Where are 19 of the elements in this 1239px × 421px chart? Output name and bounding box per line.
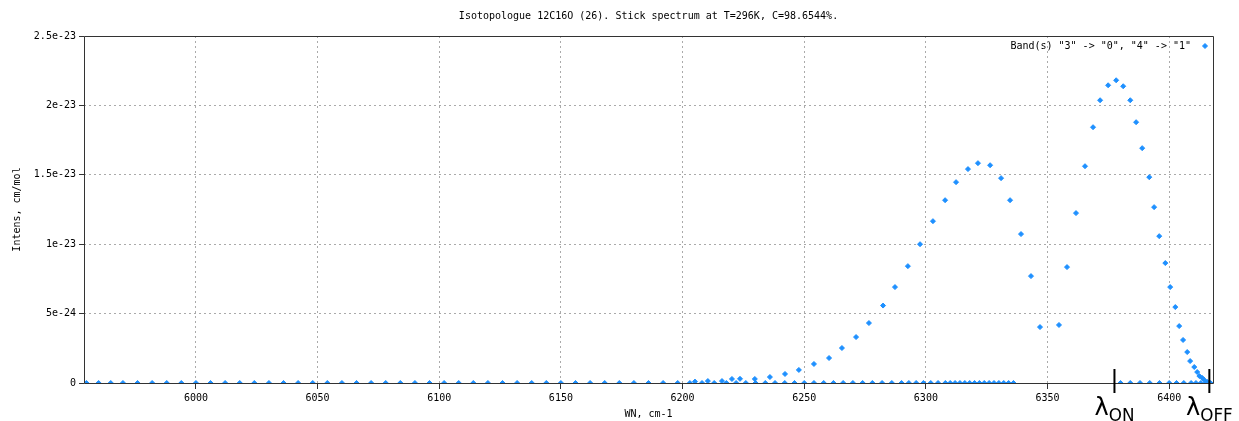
- x-tick-label: 6300: [913, 391, 938, 403]
- y-tick-label: 2e-23: [45, 98, 76, 110]
- x-tick-label: 6150: [548, 391, 573, 403]
- x-tick-label: 6250: [792, 391, 817, 403]
- y-tick-label: 0: [69, 376, 76, 388]
- x-tick-label: 6200: [670, 391, 695, 403]
- y-tick-label: 1.5e-23: [33, 168, 76, 180]
- y-axis-title: Intens, cm/mol: [10, 167, 22, 252]
- chart-title: Isotopologue 12C16O (26). Stick spectrum at T=296K, C=98.6544%.: [458, 9, 839, 21]
- y-tick-label: 1e-23: [45, 237, 76, 249]
- y-tick-label: 2.5e-23: [33, 29, 76, 41]
- legend-label: Band(s) "3" -> "0", "4" -> "1": [1010, 39, 1191, 51]
- x-tick-label: 6100: [427, 391, 452, 403]
- x-tick-label: 6400: [1157, 391, 1182, 403]
- x-axis-title: WN, cm-1: [624, 408, 673, 419]
- y-tick-label: 5e-24: [45, 307, 76, 319]
- x-tick-label: 6350: [1035, 391, 1060, 403]
- x-tick-label: 6050: [305, 391, 330, 403]
- x-tick-label: 6000: [183, 391, 208, 403]
